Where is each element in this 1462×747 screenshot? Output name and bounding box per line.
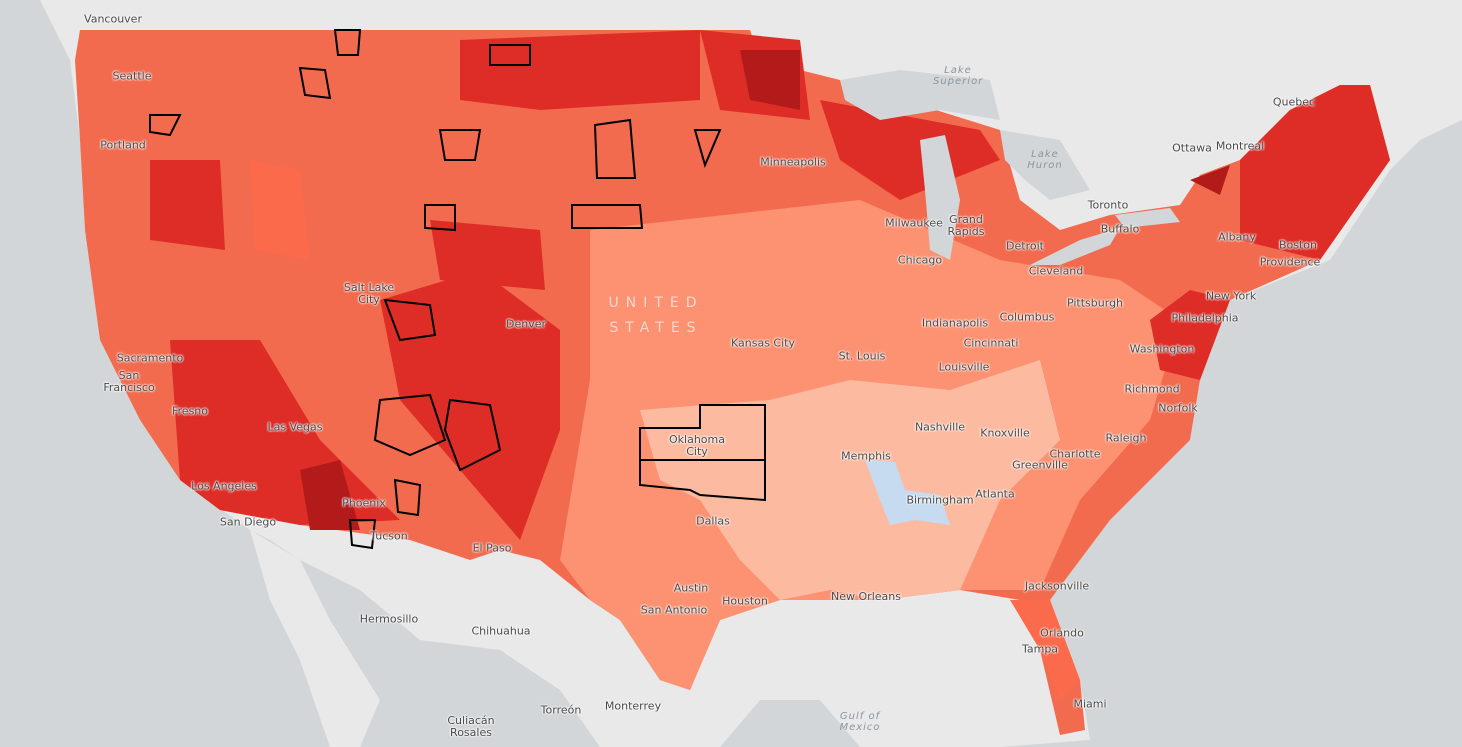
place-label: San Francisco — [103, 369, 155, 394]
place-label: Detroit — [1006, 239, 1044, 253]
place-label: Philadelphia — [1171, 311, 1239, 325]
place-label: Atlanta — [975, 487, 1015, 501]
place-label: Chihuahua — [471, 624, 531, 638]
water-label: Lake Superior — [933, 65, 984, 87]
place-label: Austin — [673, 581, 709, 595]
place-label: Greenville — [1012, 458, 1068, 472]
place-label: Toronto — [1087, 198, 1129, 212]
place-label: Jacksonville — [1024, 579, 1090, 593]
place-label: Los Angeles — [191, 479, 257, 493]
place-label: Cleveland — [1028, 264, 1084, 278]
region-blue — [865, 460, 950, 525]
place-label: Birmingham — [906, 493, 974, 507]
outline — [373, 393, 502, 472]
place-label: Sacramento — [116, 351, 184, 365]
place-label: Montreal — [1215, 139, 1265, 153]
place-label: Providence — [1259, 255, 1321, 269]
place-label: Nashville — [914, 420, 966, 434]
place-label: Ottawa — [1172, 141, 1212, 155]
place-label: Hermosillo — [359, 612, 419, 626]
lakes — [840, 70, 1180, 265]
place-label: Vancouver — [84, 12, 142, 26]
lake — [920, 135, 960, 260]
country-label: UNITED STATES — [608, 295, 704, 336]
place-label: Portland — [100, 138, 146, 152]
place-label: Charlotte — [1049, 447, 1101, 461]
place-label: St. Louis — [838, 349, 886, 363]
place-label: New Orleans — [831, 590, 901, 603]
place-label: Miami — [1073, 697, 1107, 711]
place-label: Richmond — [1124, 382, 1180, 396]
place-label: Boston — [1278, 238, 1318, 252]
place-label: San Antonio — [640, 603, 708, 617]
place-label: New York — [1205, 289, 1257, 303]
region-pale — [640, 360, 1060, 600]
baja — [250, 530, 380, 747]
place-label: Phoenix — [342, 496, 386, 510]
place-label: Seattle — [112, 69, 152, 83]
place-label: Tampa — [1021, 642, 1059, 656]
place-label: Culiacán Rosales — [447, 714, 495, 739]
water-label: Gulf of Mexico — [839, 711, 881, 733]
place-label: El Paso — [472, 541, 512, 555]
place-label: Indianapolis — [921, 316, 989, 330]
outlines — [149, 29, 766, 550]
place-label: Washington — [1129, 342, 1195, 356]
place-label: Dallas — [696, 514, 730, 528]
place-label: Raleigh — [1105, 431, 1147, 445]
lake — [1000, 130, 1090, 200]
place-label: Salt Lake City — [343, 281, 395, 306]
water-label: Lake Huron — [1027, 149, 1063, 171]
place-label: Torreón — [540, 703, 582, 717]
lake — [1115, 208, 1180, 228]
place-label: Cincinnati — [963, 336, 1019, 350]
place-label: Knoxville — [980, 426, 1030, 440]
place-label: Grand Rapids — [947, 213, 985, 238]
place-label: Norfolk — [1158, 401, 1198, 415]
outline — [639, 404, 766, 502]
place-label: Memphis — [841, 449, 891, 463]
place-label: Louisville — [938, 360, 990, 374]
outline — [571, 118, 644, 229]
place-label: Tucson — [370, 529, 408, 543]
place-label: Albany — [1218, 230, 1256, 244]
place-label: Columbus — [999, 310, 1055, 324]
place-label: Chicago — [897, 253, 943, 267]
lake — [1030, 228, 1120, 265]
place-label: Minneapolis — [760, 155, 826, 169]
place-label: Milwaukee — [885, 216, 943, 230]
place-label: Quebec — [1272, 95, 1316, 109]
place-label: San Diego — [219, 515, 277, 529]
place-label: Buffalo — [1100, 222, 1140, 236]
place-label: Houston — [722, 594, 768, 608]
place-label: Monterrey — [604, 699, 662, 713]
region-dark — [150, 30, 1390, 540]
place-label: Las Vegas — [267, 420, 323, 434]
place-label: Pittsburgh — [1066, 296, 1124, 310]
outline — [149, 29, 722, 550]
place-label: Fresno — [171, 404, 209, 418]
place-label: Orlando — [1040, 626, 1084, 640]
place-label: Denver — [505, 317, 547, 331]
place-label: Oklahoma City — [669, 433, 725, 458]
place-label: Kansas City — [731, 336, 795, 350]
lake — [840, 70, 1000, 120]
